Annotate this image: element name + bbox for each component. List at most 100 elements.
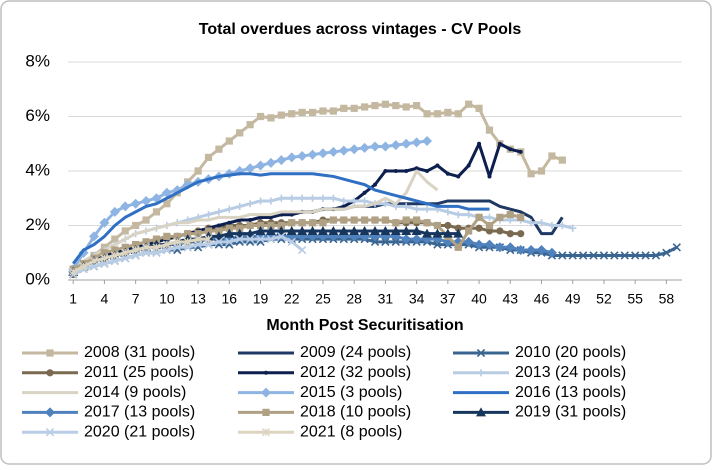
x-tick-label: 49 <box>565 291 581 307</box>
marker <box>236 202 244 211</box>
marker <box>390 140 401 151</box>
x-tick-label: 31 <box>378 291 394 307</box>
marker <box>289 212 294 217</box>
legend-label: 2012 (32 pools) <box>300 364 411 381</box>
marker <box>350 216 358 224</box>
marker <box>362 190 367 195</box>
marker <box>474 239 485 250</box>
marker <box>360 197 369 205</box>
marker <box>340 216 348 224</box>
marker <box>152 235 161 243</box>
marker <box>548 221 556 230</box>
marker <box>152 208 161 216</box>
marker <box>288 194 296 202</box>
marker <box>46 369 54 377</box>
marker <box>256 234 265 244</box>
series-line <box>72 169 439 271</box>
legend-item: 2013 (24 pools) <box>453 364 626 381</box>
marker <box>444 108 452 117</box>
marker <box>456 174 461 179</box>
marker <box>599 251 609 260</box>
marker <box>651 251 661 260</box>
marker <box>100 249 109 257</box>
marker <box>485 213 494 221</box>
marker <box>487 174 492 179</box>
x-tick-label: 16 <box>222 291 238 307</box>
marker <box>268 215 273 220</box>
y-tick-label: 8% <box>25 51 50 70</box>
marker <box>475 213 483 221</box>
marker <box>391 237 400 247</box>
marker <box>286 152 297 163</box>
marker <box>173 232 181 240</box>
marker <box>246 121 254 129</box>
marker <box>662 248 671 257</box>
marker <box>485 221 494 230</box>
marker <box>277 194 285 202</box>
marker <box>193 235 203 244</box>
marker <box>216 223 221 228</box>
marker <box>465 211 473 219</box>
marker <box>413 102 421 110</box>
marker <box>392 102 400 110</box>
marker <box>518 149 523 154</box>
marker <box>132 240 140 249</box>
x-tick-label: 25 <box>315 291 331 307</box>
marker <box>288 110 296 118</box>
legend-label: 2016 (13 pools) <box>515 384 626 401</box>
legend-item: 2015 (3 pools) <box>238 384 402 401</box>
marker <box>245 228 256 238</box>
marker <box>414 166 419 171</box>
marker <box>402 202 410 211</box>
x-tick-label: 22 <box>284 291 300 307</box>
marker <box>454 224 462 232</box>
marker <box>329 107 337 115</box>
marker <box>141 195 152 206</box>
marker <box>245 163 256 174</box>
marker <box>235 234 244 244</box>
marker <box>433 240 442 249</box>
marker <box>307 225 318 235</box>
marker <box>319 107 327 115</box>
marker <box>453 228 464 238</box>
marker <box>163 232 171 240</box>
marker <box>109 206 120 217</box>
legend-item: 2014 (9 pools) <box>22 384 186 401</box>
marker <box>340 104 348 112</box>
marker <box>506 230 514 238</box>
marker <box>589 251 598 260</box>
series <box>69 235 213 276</box>
marker <box>308 219 317 227</box>
marker <box>130 198 141 209</box>
marker <box>444 208 452 216</box>
marker <box>370 237 380 247</box>
marker <box>444 221 452 230</box>
legend-item: 2011 (25 pools) <box>22 364 194 381</box>
marker <box>286 225 297 235</box>
marker <box>204 153 213 161</box>
marker <box>422 228 433 238</box>
marker <box>558 251 567 260</box>
marker <box>349 144 360 155</box>
marker <box>338 145 349 156</box>
marker <box>225 237 234 247</box>
marker <box>631 251 640 260</box>
marker <box>380 225 391 235</box>
legend-label: 2009 (24 pools) <box>300 344 411 361</box>
marker <box>121 248 130 257</box>
x-tick-label: 58 <box>659 291 675 307</box>
marker <box>350 197 358 205</box>
marker <box>340 197 348 205</box>
marker <box>381 237 390 247</box>
marker <box>568 251 577 260</box>
marker <box>610 251 619 260</box>
marker <box>121 227 129 235</box>
legend-label: 2014 (9 pools) <box>84 384 186 401</box>
marker <box>237 218 242 223</box>
chart-title: Total overdues across vintages - CV Pool… <box>199 21 522 38</box>
marker <box>383 169 388 173</box>
marker <box>248 218 253 223</box>
marker <box>162 240 171 249</box>
marker <box>526 245 537 256</box>
marker <box>359 225 370 235</box>
